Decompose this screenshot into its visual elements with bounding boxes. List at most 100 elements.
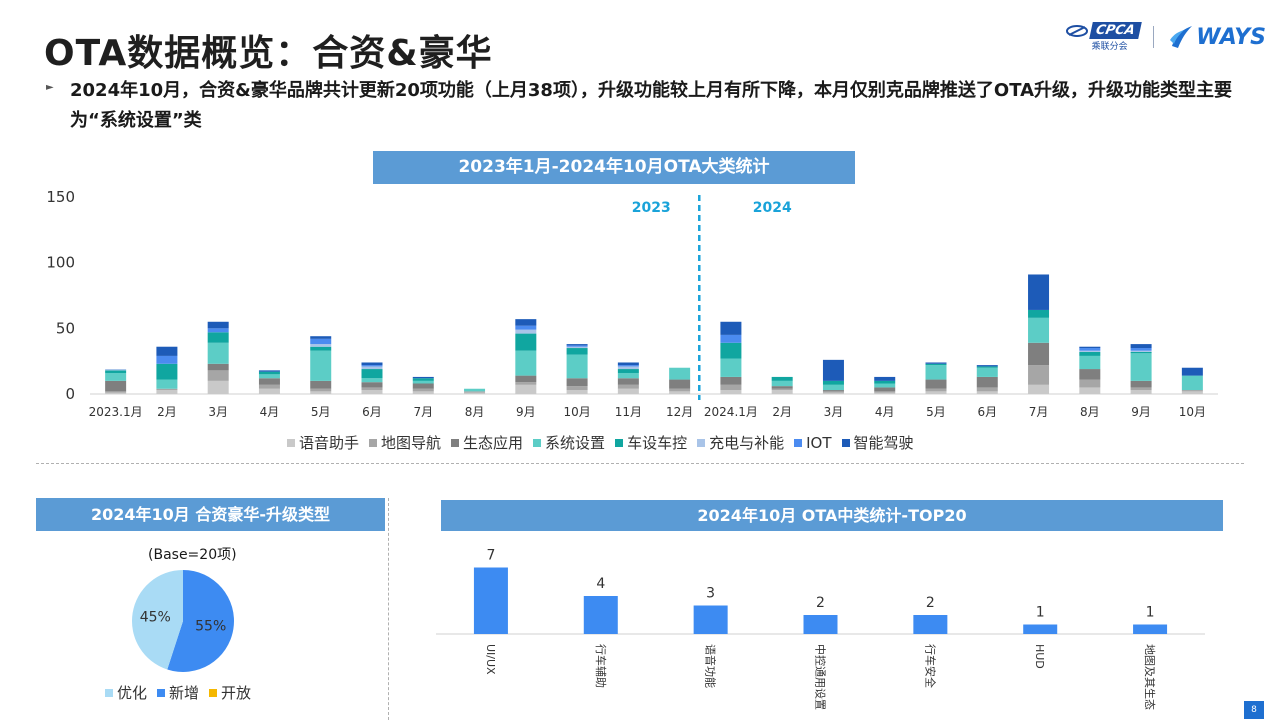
legend-swatch — [369, 438, 378, 447]
x-tick-label: 4月 — [260, 405, 280, 419]
legend-item: 生态应用 — [451, 432, 523, 453]
x-tick-label: 11月 — [615, 405, 642, 419]
bar-segment — [1028, 274, 1050, 310]
cpca-logo-subtext: 乘联分会 — [1091, 42, 1128, 52]
pie-slice — [167, 570, 234, 672]
bar-segment — [105, 391, 127, 393]
bar-segment — [617, 365, 639, 367]
x-tick-label: 2月 — [772, 405, 792, 419]
bar-segment — [874, 376, 896, 381]
bar-segment — [361, 390, 383, 394]
bar-segment — [1181, 375, 1203, 391]
bar-segment — [258, 384, 280, 389]
bar-segment — [566, 378, 588, 387]
bar-value-label: 1 — [1146, 605, 1155, 621]
bar-segment — [874, 380, 896, 384]
legend-label: 开放 — [221, 684, 252, 702]
bar-segment — [1079, 351, 1101, 356]
cpca-swoosh-icon — [1065, 24, 1088, 37]
legend-swatch — [287, 438, 295, 447]
x-tick-label: 8月 — [465, 405, 485, 419]
legend-item: 系统设置 — [533, 432, 605, 453]
bar-value-label: 3 — [706, 586, 715, 602]
bar-segment — [156, 388, 178, 391]
bar-segment — [822, 380, 844, 385]
y-tick-label: 150 — [46, 188, 75, 206]
bar-segment — [720, 334, 742, 343]
legend-item: 新增 — [157, 682, 199, 703]
legend-item: 智能驾驶 — [841, 432, 914, 453]
legend-label: 智能驾驶 — [853, 434, 914, 452]
x-tick-label: 2024.1月 — [704, 405, 758, 419]
bar-segment — [925, 363, 947, 366]
bar-segment — [1079, 350, 1101, 352]
bar-segment — [822, 359, 844, 381]
bar-segment — [310, 391, 332, 394]
bar-segment — [1028, 309, 1050, 318]
x-tick-label: 3月 — [824, 405, 844, 419]
bar-segment — [720, 376, 742, 385]
x-tick-label: HUD — [1033, 644, 1046, 669]
x-tick-label: 12月 — [666, 405, 693, 419]
bar-segment — [361, 362, 383, 366]
x-tick-label: 4月 — [875, 405, 895, 419]
bar-segment — [515, 384, 537, 394]
pie-chart-legend: 优化 新增 开放 — [105, 682, 251, 703]
bar-segment — [976, 387, 998, 392]
bar — [473, 567, 508, 634]
y-tick-label: 50 — [56, 319, 75, 337]
bar-segment — [566, 390, 588, 394]
bar-segment — [617, 366, 639, 370]
bar-segment — [720, 384, 742, 391]
bar-segment — [617, 378, 639, 385]
bar-segment — [976, 367, 998, 377]
bar — [1023, 624, 1058, 634]
bar-segment — [310, 350, 332, 381]
bar-segment — [771, 388, 793, 391]
bar-segment — [464, 392, 486, 394]
legend-swatch — [209, 688, 218, 697]
bar-segment — [156, 355, 178, 364]
bar-segment — [207, 363, 229, 371]
bar-segment — [976, 366, 998, 368]
legend-item: 开放 — [209, 682, 251, 703]
bar-segment — [669, 367, 691, 380]
legend-swatch — [533, 438, 542, 447]
bar-segment — [258, 378, 280, 385]
bar-segment — [874, 392, 896, 394]
bar-segment — [515, 382, 537, 385]
bar-segment — [1130, 350, 1152, 352]
bar-value-label: 1 — [1036, 605, 1045, 621]
bar-segment — [617, 362, 639, 366]
bar-segment — [515, 319, 537, 326]
bar-segment — [617, 384, 639, 389]
bar-segment — [976, 391, 998, 394]
summary-text: 2024年10月，合资&豪华品牌共计更新20项功能（上月38项），升级功能较上月… — [70, 80, 1233, 131]
legend-swatch — [451, 438, 460, 447]
bar-segment — [822, 384, 844, 391]
pie-slice-label: 55% — [195, 618, 226, 634]
bar-segment — [566, 386, 588, 391]
bar-segment — [105, 370, 127, 373]
main-chart-legend: 语音助手 地图导航 生态应用 系统设置 车设车控 充电与补能 IOT 智能驾驶 — [287, 432, 914, 453]
bar — [1133, 624, 1168, 634]
bar-segment — [156, 346, 178, 356]
bar-segment — [1028, 342, 1050, 366]
bar — [803, 615, 838, 634]
bar-value-label: 2 — [926, 595, 935, 611]
x-tick-label: 7月 — [413, 405, 433, 419]
bullet-arrow-icon: ► — [46, 82, 54, 93]
bar-segment — [669, 379, 691, 389]
x-tick-label: 5月 — [311, 405, 331, 419]
pie-slice-label: 45% — [140, 610, 171, 626]
pie-slice — [131, 570, 183, 670]
bar-segment — [207, 342, 229, 364]
page-title: OTA数据概览：合资&豪华 — [44, 33, 493, 74]
logo-separator — [1153, 26, 1155, 48]
bar-segment — [566, 344, 588, 346]
y-tick-label: 0 — [65, 385, 75, 403]
main-chart-header: 2023年1月-2024年10月OTA大类统计 — [373, 151, 855, 184]
section-divider — [36, 463, 1244, 464]
legend-label: 新增 — [169, 684, 200, 702]
bar-segment — [515, 375, 537, 383]
